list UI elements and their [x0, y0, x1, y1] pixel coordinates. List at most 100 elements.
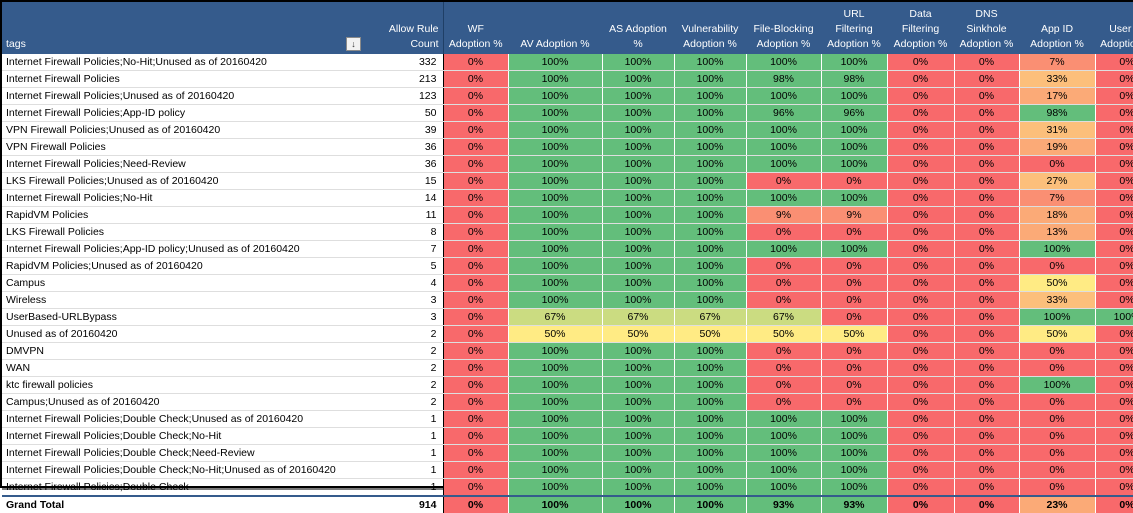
cell-url-adoption[interactable]: 0% — [821, 257, 888, 275]
cell-url-adoption[interactable]: 0% — [821, 274, 888, 292]
cell-wf-adoption[interactable]: 0% — [443, 274, 509, 292]
cell-app-adoption[interactable]: 100% — [1019, 308, 1096, 326]
cell-vul-adoption[interactable]: 100% — [674, 444, 747, 462]
cell-app-adoption[interactable]: 50% — [1019, 325, 1096, 343]
cell-fb-adoption[interactable]: 100% — [746, 121, 822, 139]
cell-fb-adoption[interactable]: 100% — [746, 240, 822, 258]
cell-uid-adoption[interactable]: 0% — [1095, 189, 1133, 207]
cell-app-adoption[interactable]: 27% — [1019, 172, 1096, 190]
cell-df-adoption[interactable]: 0% — [887, 70, 955, 88]
cell-app-adoption[interactable]: 0% — [1019, 461, 1096, 479]
cell-app-adoption[interactable]: 13% — [1019, 223, 1096, 241]
cell-uid-adoption[interactable]: 0% — [1095, 155, 1133, 173]
cell-as-adoption[interactable]: 100% — [602, 410, 675, 428]
cell-app-adoption[interactable]: 50% — [1019, 274, 1096, 292]
cell-av-adoption[interactable]: 100% — [508, 461, 603, 479]
row-allow-rule-count[interactable]: 36 — [369, 155, 444, 173]
row-allow-rule-count[interactable]: 4 — [369, 274, 444, 292]
cell-df-adoption[interactable]: 0% — [887, 427, 955, 445]
cell-av-adoption[interactable]: 100% — [508, 70, 603, 88]
cell-url-adoption[interactable]: 100% — [821, 240, 888, 258]
cell-fb-adoption[interactable]: 100% — [746, 461, 822, 479]
cell-av-adoption[interactable]: 100% — [508, 495, 603, 513]
cell-df-adoption[interactable]: 0% — [887, 478, 955, 497]
cell-av-adoption[interactable]: 100% — [508, 376, 603, 394]
header-url-filtering-adoption[interactable]: URL Filtering Adoption % — [821, 2, 887, 54]
cell-wf-adoption[interactable]: 0% — [443, 240, 509, 258]
cell-wf-adoption[interactable]: 0% — [443, 461, 509, 479]
cell-url-adoption[interactable]: 98% — [821, 70, 888, 88]
cell-uid-adoption[interactable]: 0% — [1095, 206, 1133, 224]
row-allow-rule-count[interactable]: 213 — [369, 70, 444, 88]
cell-fb-adoption[interactable]: 100% — [746, 155, 822, 173]
filter-dropdown-icon[interactable]: ↓ — [346, 37, 361, 51]
cell-dns-adoption[interactable]: 0% — [954, 104, 1020, 122]
cell-as-adoption[interactable]: 100% — [602, 104, 675, 122]
cell-uid-adoption[interactable]: 0% — [1095, 359, 1133, 377]
header-as-adoption[interactable]: AS Adoption % — [602, 2, 674, 54]
header-data-filtering-adoption[interactable]: Data Filtering Adoption % — [887, 2, 954, 54]
cell-vul-adoption[interactable]: 100% — [674, 223, 747, 241]
row-allow-rule-count[interactable]: 3 — [369, 308, 444, 326]
cell-df-adoption[interactable]: 0% — [887, 54, 955, 71]
cell-app-adoption[interactable]: 31% — [1019, 121, 1096, 139]
cell-as-adoption[interactable]: 100% — [602, 274, 675, 292]
cell-app-adoption[interactable]: 0% — [1019, 410, 1096, 428]
row-tag-label[interactable]: Internet Firewall Policies;Need-Review — [2, 155, 369, 173]
cell-as-adoption[interactable]: 100% — [602, 189, 675, 207]
cell-av-adoption[interactable]: 100% — [508, 478, 603, 497]
cell-wf-adoption[interactable]: 0% — [443, 308, 509, 326]
cell-wf-adoption[interactable]: 0% — [443, 325, 509, 343]
row-allow-rule-count[interactable]: 7 — [369, 240, 444, 258]
cell-dns-adoption[interactable]: 0% — [954, 359, 1020, 377]
header-vulnerability-adoption[interactable]: Vulnerability Adoption % — [674, 2, 746, 54]
cell-wf-adoption[interactable]: 0% — [443, 257, 509, 275]
cell-av-adoption[interactable]: 100% — [508, 291, 603, 309]
row-tag-label[interactable]: Internet Firewall Policies;Double Check;… — [2, 427, 369, 445]
cell-df-adoption[interactable]: 0% — [887, 257, 955, 275]
cell-fb-adoption[interactable]: 100% — [746, 138, 822, 156]
row-tag-label[interactable]: Campus — [2, 274, 369, 292]
cell-av-adoption[interactable]: 100% — [508, 427, 603, 445]
cell-dns-adoption[interactable]: 0% — [954, 342, 1020, 360]
row-allow-rule-count[interactable]: 332 — [369, 54, 444, 71]
cell-df-adoption[interactable]: 0% — [887, 274, 955, 292]
row-allow-rule-count[interactable]: 1 — [369, 410, 444, 428]
cell-df-adoption[interactable]: 0% — [887, 325, 955, 343]
row-allow-rule-count[interactable]: 11 — [369, 206, 444, 224]
cell-dns-adoption[interactable]: 0% — [954, 325, 1020, 343]
cell-av-adoption[interactable]: 100% — [508, 172, 603, 190]
cell-uid-adoption[interactable]: 0% — [1095, 427, 1133, 445]
cell-uid-adoption[interactable]: 0% — [1095, 444, 1133, 462]
cell-av-adoption[interactable]: 100% — [508, 359, 603, 377]
cell-url-adoption[interactable]: 50% — [821, 325, 888, 343]
cell-av-adoption[interactable]: 100% — [508, 138, 603, 156]
header-tags[interactable]: tags ↓ — [2, 2, 369, 54]
cell-av-adoption[interactable]: 100% — [508, 223, 603, 241]
cell-url-adoption[interactable]: 100% — [821, 461, 888, 479]
cell-av-adoption[interactable]: 50% — [508, 325, 603, 343]
cell-dns-adoption[interactable]: 0% — [954, 257, 1020, 275]
cell-app-adoption[interactable]: 7% — [1019, 189, 1096, 207]
row-allow-rule-count[interactable]: 1 — [369, 478, 444, 497]
cell-vul-adoption[interactable]: 100% — [674, 155, 747, 173]
cell-wf-adoption[interactable]: 0% — [443, 342, 509, 360]
cell-dns-adoption[interactable]: 0% — [954, 54, 1020, 71]
cell-app-adoption[interactable]: 98% — [1019, 104, 1096, 122]
row-allow-rule-count[interactable]: 2 — [369, 359, 444, 377]
cell-app-adoption[interactable]: 19% — [1019, 138, 1096, 156]
cell-wf-adoption[interactable]: 0% — [443, 359, 509, 377]
cell-uid-adoption[interactable]: 0% — [1095, 121, 1133, 139]
cell-url-adoption[interactable]: 0% — [821, 223, 888, 241]
cell-vul-adoption[interactable]: 50% — [674, 325, 747, 343]
cell-url-adoption[interactable]: 0% — [821, 308, 888, 326]
cell-df-adoption[interactable]: 0% — [887, 308, 955, 326]
cell-dns-adoption[interactable]: 0% — [954, 495, 1020, 513]
cell-av-adoption[interactable]: 100% — [508, 257, 603, 275]
cell-fb-adoption[interactable]: 100% — [746, 444, 822, 462]
cell-dns-adoption[interactable]: 0% — [954, 70, 1020, 88]
cell-dns-adoption[interactable]: 0% — [954, 308, 1020, 326]
cell-wf-adoption[interactable]: 0% — [443, 138, 509, 156]
cell-df-adoption[interactable]: 0% — [887, 359, 955, 377]
cell-as-adoption[interactable]: 100% — [602, 121, 675, 139]
